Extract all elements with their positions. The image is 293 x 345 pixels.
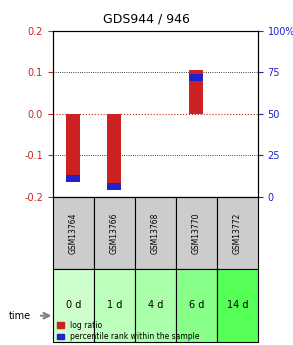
FancyBboxPatch shape [135,269,176,342]
FancyBboxPatch shape [53,197,94,269]
Text: GDS944 / 946: GDS944 / 946 [103,12,190,25]
FancyBboxPatch shape [53,269,94,342]
Text: GSM13770: GSM13770 [192,212,201,254]
Text: 6 d: 6 d [189,300,204,310]
Text: 4 d: 4 d [148,300,163,310]
Bar [66,175,80,182]
FancyBboxPatch shape [217,269,258,342]
Legend: log ratio, percentile rank within the sample: log ratio, percentile rank within the sa… [57,321,200,341]
Text: 1 d: 1 d [107,300,122,310]
Text: 14 d: 14 d [226,300,248,310]
Bar [66,114,80,182]
FancyBboxPatch shape [176,197,217,269]
FancyBboxPatch shape [217,197,258,269]
Text: GSM13772: GSM13772 [233,212,242,254]
FancyBboxPatch shape [176,269,217,342]
Text: GSM13766: GSM13766 [110,212,119,254]
Bar [189,74,204,81]
Text: GSM13768: GSM13768 [151,212,160,254]
Bar [189,70,204,114]
FancyBboxPatch shape [94,197,135,269]
Bar [107,183,121,190]
FancyBboxPatch shape [135,197,176,269]
Bar [107,114,121,190]
Text: time: time [9,311,31,321]
FancyBboxPatch shape [94,269,135,342]
Text: GSM13764: GSM13764 [69,212,78,254]
Text: 0 d: 0 d [66,300,81,310]
